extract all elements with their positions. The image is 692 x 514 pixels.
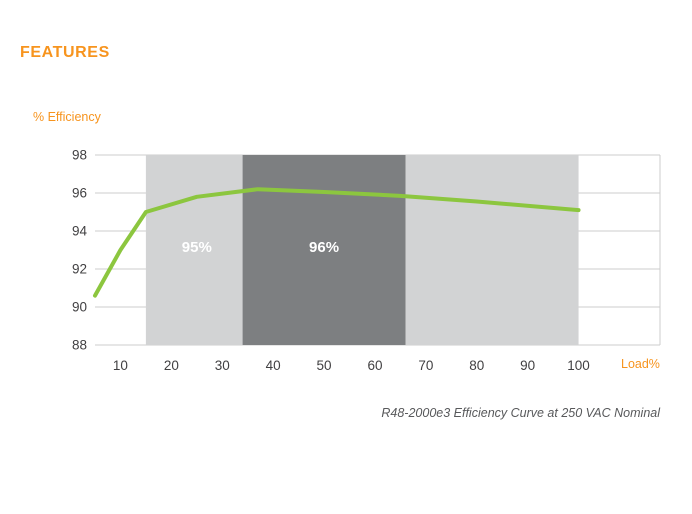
y-tick-label-90: 90 [72, 300, 87, 315]
band-label-96%: 96% [309, 239, 339, 256]
x-axis-label: Load% [621, 357, 660, 371]
y-tick-label-88: 88 [72, 338, 87, 353]
x-tick-label-90: 90 [520, 358, 535, 373]
chart-caption: R48-2000e3 Efficiency Curve at 250 VAC N… [381, 406, 660, 420]
y-tick-label-96: 96 [72, 186, 87, 201]
x-tick-label-40: 40 [266, 358, 281, 373]
x-tick-label-30: 30 [215, 358, 230, 373]
x-tick-label-10: 10 [113, 358, 128, 373]
y-axis-label: % Efficiency [33, 110, 101, 124]
y-tick-label-98: 98 [72, 148, 87, 163]
series-line-efficiency [93, 187, 581, 298]
x-tick-label-70: 70 [418, 358, 433, 373]
band-label-95%: 95% [182, 239, 212, 256]
efficiency-band-96% [242, 155, 406, 345]
x-tick-label-60: 60 [367, 358, 382, 373]
x-tick-label-20: 20 [164, 358, 179, 373]
y-tick-label-94: 94 [72, 224, 88, 239]
y-tick-label-92: 92 [72, 262, 87, 277]
page-title: FEATURES [20, 44, 110, 61]
x-tick-label-50: 50 [317, 358, 332, 373]
x-tick-label-100: 100 [567, 358, 590, 373]
x-tick-label-80: 80 [469, 358, 484, 373]
